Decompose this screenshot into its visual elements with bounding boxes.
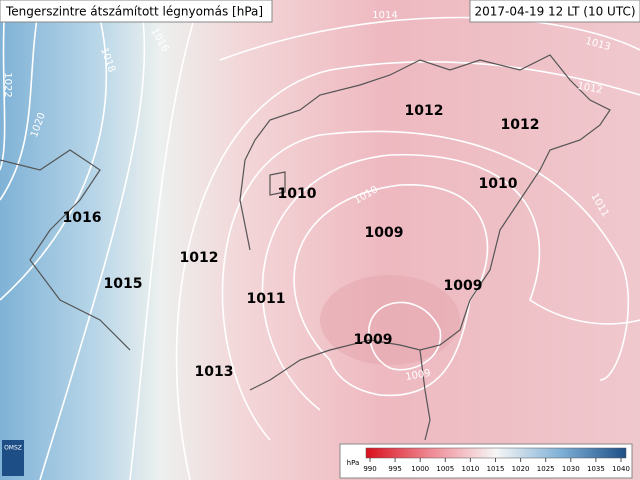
pressure-label: 1010 (278, 186, 317, 202)
colorbar-tick-label: 1035 (587, 465, 605, 473)
colorbar-tick-label: 995 (388, 465, 401, 473)
pressure-label: 1009 (354, 332, 393, 348)
isobar (221, 130, 630, 441)
isobar-label: 1009 (405, 368, 432, 383)
isobar (129, 0, 201, 480)
pressure-label: 1009 (365, 225, 404, 241)
pressure-label: 1012 (405, 103, 444, 119)
border (269, 171, 286, 196)
border (0, 149, 131, 351)
isobar-label: 1022 (2, 72, 13, 97)
colorbar-tick-label: 1020 (512, 465, 530, 473)
pressure-label: 1012 (501, 117, 540, 133)
logo: OMSZ (4, 445, 22, 452)
borders (0, 54, 611, 441)
pressure-label: 1011 (247, 291, 286, 307)
isobar (0, 0, 108, 301)
timestamp-box (469, 0, 640, 23)
colorbar-tick-label: 1005 (436, 465, 454, 473)
pressure-label: 1015 (104, 276, 143, 292)
colorbar-tick-label: 1025 (537, 465, 555, 473)
colorbar (365, 447, 627, 459)
title-box (0, 0, 273, 23)
pressure-label: 1010 (479, 176, 518, 192)
colorbar-unit: hPa (347, 459, 360, 467)
isobar (175, 61, 640, 480)
isobar (0, 0, 6, 171)
border (249, 54, 611, 391)
colorbar-tick-label: 1015 (487, 465, 505, 473)
colorbar-tick-label: 990 (363, 465, 376, 473)
isobar (261, 154, 640, 411)
pressure-label: 1009 (444, 278, 483, 294)
colorbar-tick-label: 1010 (461, 465, 479, 473)
isobar-label: 1012 (576, 81, 603, 96)
colorbar-tick-label: 1030 (562, 465, 580, 473)
isobar (219, 16, 640, 61)
map-title: Tengerszintre átszámított légnyomás [hPa… (5, 5, 263, 19)
isobar-label: 1014 (372, 10, 397, 21)
colorbar-tick-label: 1000 (411, 465, 429, 473)
isobar (39, 0, 146, 480)
timestamp: 2017-04-19 12 LT (10 UTC) (474, 5, 635, 19)
isobar (293, 184, 489, 397)
low-area (320, 275, 460, 365)
border (239, 139, 256, 251)
isobar (368, 301, 442, 371)
pressure-label: 1012 (180, 250, 219, 266)
logo-box (2, 440, 24, 476)
pressure-label: 1016 (63, 210, 102, 226)
pressure-label: 1013 (195, 364, 234, 380)
isobar (0, 0, 41, 201)
border (419, 349, 431, 441)
colorbar-tick-label: 1040 (612, 465, 630, 473)
